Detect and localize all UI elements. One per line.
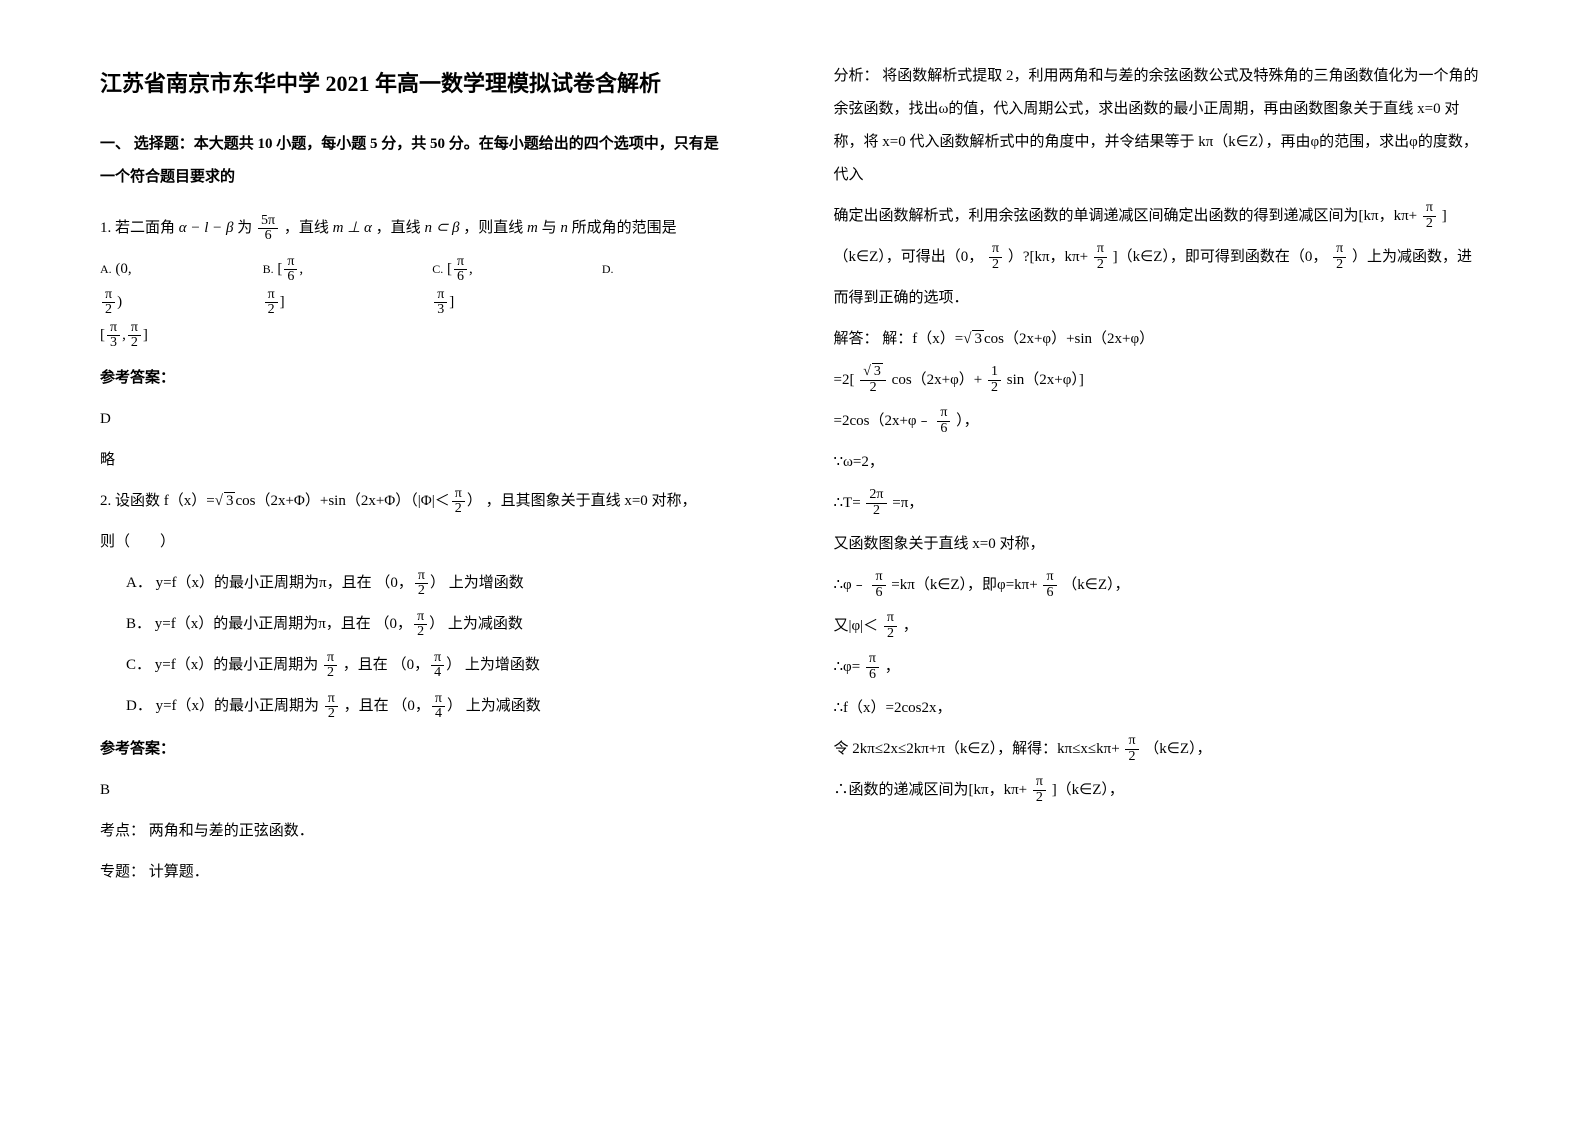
q1-optA: A. (0,π2) — [100, 253, 143, 319]
q1-explain: 略 — [100, 444, 734, 477]
solve-1: 解答： 解：f（x）=√3cos（2x+φ）+sin（2x+φ） — [834, 323, 1488, 356]
analysis-3: （k∈Z），可得出（0， π2 ）?[kπ，kπ+ π2 ]（k∈Z），即可得到… — [834, 241, 1488, 274]
solve-2: =2[ √32 cos（2x+φ）+ 12 sin（2x+φ）] — [834, 364, 1488, 397]
q2-kp: 考点： 两角和与差的正弦函数． — [100, 815, 734, 848]
q2-stem: 2. 设函数 f（x）=√3cos（2x+Φ）+sin（2x+Φ）（|Φ|＜π2… — [100, 485, 734, 518]
q2-optD: D． y=f（x）的最小正周期为 π2 ，且在 （0，π4） 上为减函数 — [100, 690, 734, 723]
q1-answer: D — [100, 403, 734, 436]
q1-answer-label: 参考答案： — [100, 362, 734, 395]
q2-zt: 专题： 计算题． — [100, 856, 734, 889]
solve-12: ∴函数的递减区间为[kπ，kπ+ π2 ]（k∈Z）， — [834, 774, 1488, 807]
solve-7: ∴φ﹣ π6 =kπ（k∈Z），即φ=kπ+ π6 （k∈Z）， — [834, 569, 1488, 602]
section-heading: 一、 选择题：本大题共 10 小题，每小题 5 分，共 50 分。在每小题给出的… — [100, 128, 734, 194]
q1-expr4: m 与 n — [527, 220, 572, 236]
q1-text: 为 — [237, 220, 252, 236]
q1-expr1: α − l − β — [179, 220, 234, 236]
q1-text: ，则直线 — [463, 220, 523, 236]
q2-optB: B． y=f（x）的最小正周期为π，且在 （0，π2） 上为减函数 — [100, 608, 734, 641]
solve-3: =2cos（2x+φ﹣ π6 ）， — [834, 405, 1488, 438]
right-column: 分析： 将函数解析式提取 2，利用两角和与差的余弦函数公式及特殊角的三角函数值化… — [794, 0, 1587, 1122]
q1-stem: 1. 若二面角 α − l − β 为 5π6 ，直线 m ⊥ α ，直线 n … — [100, 212, 734, 245]
q1-expr2: m ⊥ α — [333, 220, 372, 236]
solve-11: 令 2kπ≤2x≤2kπ+π（k∈Z），解得：kπ≤x≤kπ+ π2 （k∈Z）… — [834, 733, 1488, 766]
solve-6: 又函数图象关于直线 x=0 对称， — [834, 528, 1488, 561]
left-column: 江苏省南京市东华中学 2021 年高一数学理模拟试卷含解析 一、 选择题：本大题… — [0, 0, 794, 1122]
q2-answer-label: 参考答案： — [100, 733, 734, 766]
q1-options-row1: A. (0,π2) B. [π6,π2] C. [π6,π3] D. — [100, 253, 734, 319]
q1-optD: [π3,π2] — [100, 319, 734, 352]
q1-optC: C. [π6,π3] — [432, 253, 482, 319]
q2-optA: A． y=f（x）的最小正周期为π，且在 （0，π2） 上为增函数 — [100, 567, 734, 600]
page-title: 江苏省南京市东华中学 2021 年高一数学理模拟试卷含解析 — [100, 60, 734, 108]
analysis-4: 而得到正确的选项． — [834, 282, 1488, 315]
q1-optB: B. [π6,π2] — [263, 253, 313, 319]
solve-5: ∴T= 2π2 =π， — [834, 487, 1488, 520]
q2-optC: C． y=f（x）的最小正周期为 π2 ，且在 （0，π4） 上为增函数 — [100, 649, 734, 682]
analysis-1: 分析： 将函数解析式提取 2，利用两角和与差的余弦函数公式及特殊角的三角函数值化… — [834, 60, 1488, 192]
q2-text: 2. 设函数 — [100, 493, 160, 509]
q2-fx: f（x）=√3cos（2x+Φ）+sin（2x+Φ）（|Φ|＜π2） — [164, 493, 482, 509]
solve-9: ∴φ= π6 ， — [834, 651, 1488, 684]
q2-answer: B — [100, 774, 734, 807]
solve-10: ∴f（x）=2cos2x， — [834, 692, 1488, 725]
q1-expr3: n ⊂ β — [424, 220, 459, 236]
q1-text: ，直线 — [376, 220, 421, 236]
q2-stem2: 则（ ） — [100, 526, 734, 559]
q2-text: ，且其图象关于直线 x=0 对称， — [486, 493, 697, 509]
q1-frac-5pi6: 5π6 — [258, 214, 278, 244]
q1-text: ，直线 — [284, 220, 329, 236]
q1-text: 所成角的范围是 — [572, 220, 677, 236]
q1-optD-label: D. — [602, 253, 614, 286]
solve-8: 又|φ|＜ π2 ， — [834, 610, 1488, 643]
q1-text: 1. 若二面角 — [100, 220, 175, 236]
solve-4: ∵ω=2， — [834, 446, 1488, 479]
analysis-2: 确定出函数解析式，利用余弦函数的单调递减区间确定出函数的得到递减区间为[kπ，k… — [834, 200, 1488, 233]
